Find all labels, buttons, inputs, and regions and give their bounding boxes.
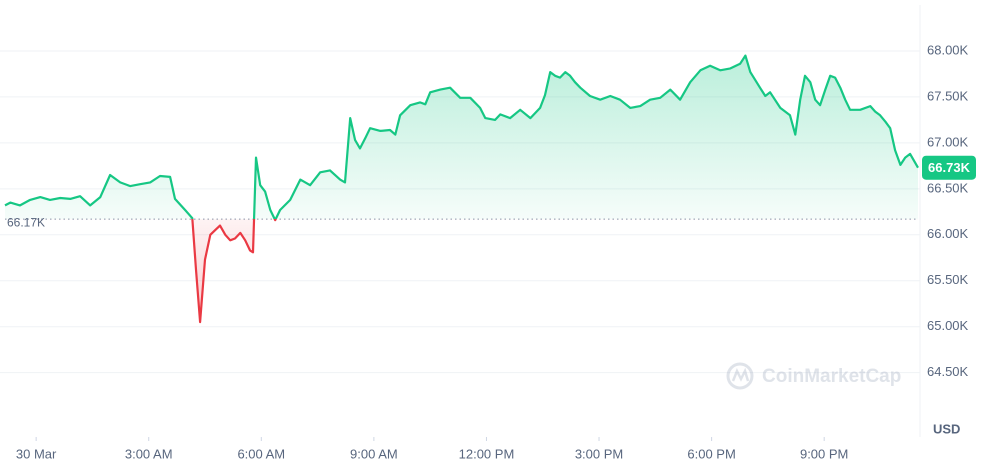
current-price-label: 66.73K xyxy=(928,160,971,175)
reference-label: 66.17K xyxy=(7,215,45,229)
y-tick-label: 67.50K xyxy=(927,88,969,103)
x-tick-label: 6:00 AM xyxy=(237,446,285,461)
x-tick-label: 3:00 AM xyxy=(125,446,173,461)
y-tick-label: 65.50K xyxy=(927,272,969,287)
y-tick-label: 66.00K xyxy=(927,226,969,241)
x-tick-label: 12:00 PM xyxy=(459,446,515,461)
watermark-logo xyxy=(731,367,750,382)
y-tick-label: 64.50K xyxy=(927,364,969,379)
y-tick-label: 67.00K xyxy=(927,134,969,149)
currency-label: USD xyxy=(933,421,960,436)
current-price-badge xyxy=(922,155,976,180)
x-tick-label: 6:00 PM xyxy=(687,446,735,461)
watermark-text: CoinMarketCap xyxy=(762,366,901,387)
watermark-logo xyxy=(726,362,754,390)
x-tick-label: 3:00 PM xyxy=(575,446,623,461)
watermark: CoinMarketCap xyxy=(726,362,901,390)
y-tick-label: 68.00K xyxy=(927,42,969,57)
plot xyxy=(4,54,919,324)
y-tick-label: 65.00K xyxy=(927,318,969,333)
area xyxy=(5,55,918,323)
price-line xyxy=(4,54,919,324)
x-tick-label: 9:00 AM xyxy=(350,446,398,461)
x-tick-label: 30 Mar xyxy=(16,446,57,461)
y-tick-label: 66.50K xyxy=(927,180,969,195)
x-tick-label: 9:00 PM xyxy=(800,446,848,461)
